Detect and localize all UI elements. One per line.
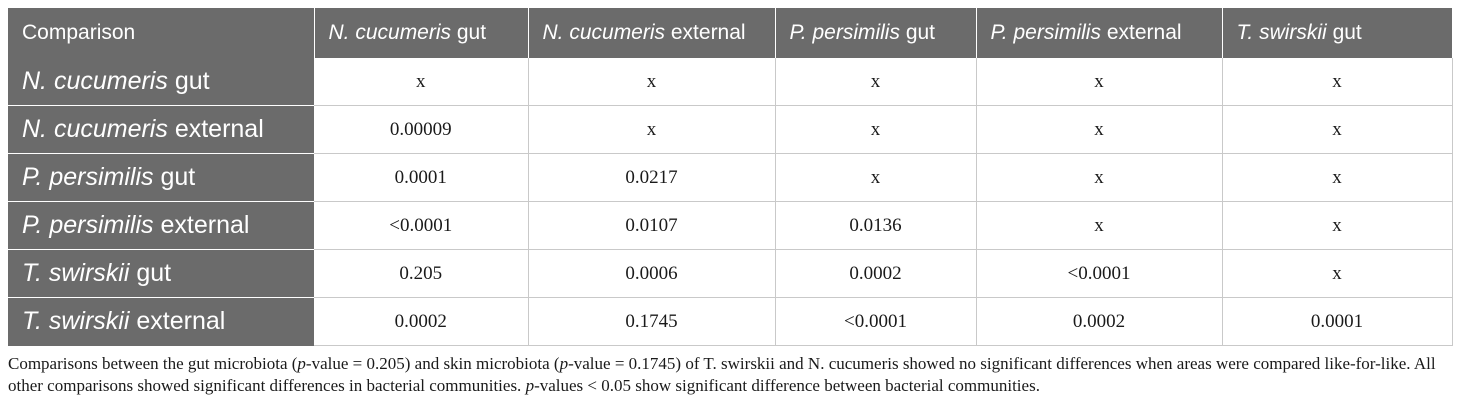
- table-cell: 0.0002: [976, 297, 1223, 346]
- column-area: gut: [905, 21, 936, 44]
- caption-p-symbol: p: [525, 376, 535, 395]
- table-cell: x: [1222, 201, 1453, 250]
- column-area: gut: [1332, 21, 1362, 44]
- column-header: P. persimilis external: [976, 8, 1223, 58]
- column-header: P. persimilis gut: [775, 8, 977, 58]
- table-cell: x: [1222, 58, 1453, 106]
- table-cell: 0.0002: [314, 297, 529, 346]
- row-header: P. persimilis gut: [8, 153, 314, 202]
- table-cell: <0.0001: [976, 249, 1223, 298]
- column-header: T. swirskii gut: [1222, 8, 1452, 58]
- table-row: P. persimilis external <0.0001 0.0107 0.…: [8, 201, 1453, 250]
- table-cell: 0.0002: [775, 249, 977, 298]
- column-species: N. cucumeris: [542, 21, 666, 44]
- table-cell: 0.00009: [314, 105, 529, 154]
- caption-text: Comparisons between the gut microbiota (: [8, 354, 298, 373]
- table-cell: 0.1745: [528, 297, 776, 346]
- table-cell: x: [976, 153, 1223, 202]
- table-cell: x: [1222, 105, 1453, 154]
- column-species: P. persimilis: [789, 21, 900, 44]
- caption-text: -value = 0.205) and skin microbiota (: [305, 354, 560, 373]
- table-row: N. cucumeris gut x x x x x: [8, 58, 1453, 106]
- column-header: N. cucumeris external: [528, 8, 776, 58]
- row-area: external: [160, 211, 250, 239]
- row-header: P. persimilis external: [8, 201, 314, 250]
- row-header: N. cucumeris gut: [8, 58, 314, 106]
- row-area: external: [174, 115, 264, 143]
- table-cell: x: [528, 105, 776, 154]
- column-species: N. cucumeris: [328, 21, 452, 44]
- corner-header: Comparison: [8, 8, 315, 58]
- table-cell: 0.0001: [1222, 297, 1453, 346]
- row-species: P. persimilis: [22, 163, 154, 191]
- table-row: P. persimilis gut 0.0001 0.0217 x x x: [8, 153, 1453, 202]
- row-area: gut: [160, 163, 196, 191]
- table-cell: x: [1222, 153, 1453, 202]
- table-cell: 0.0001: [314, 153, 529, 202]
- table-cell: x: [1222, 249, 1453, 298]
- table-cell: <0.0001: [314, 201, 529, 250]
- table-caption: Comparisons between the gut microbiota (…: [8, 353, 1452, 397]
- row-species: T. swirskii: [22, 307, 130, 336]
- table-cell: x: [976, 105, 1223, 154]
- row-species: N. cucumeris: [22, 115, 168, 143]
- column-area: gut: [456, 21, 487, 44]
- table-cell: x: [976, 201, 1223, 250]
- table-cell: 0.0136: [775, 201, 977, 250]
- table-cell: x: [775, 153, 977, 202]
- column-area: external: [670, 21, 746, 44]
- table-cell: 0.0107: [528, 201, 776, 250]
- column-species: P. persimilis: [990, 21, 1101, 44]
- row-area: gut: [136, 259, 172, 287]
- row-header: T. swirskii external: [8, 297, 314, 346]
- table-cell: x: [775, 105, 977, 154]
- table-row: N. cucumeris external 0.00009 x x x x: [8, 105, 1453, 154]
- row-area: external: [136, 307, 226, 336]
- caption-text: -value = 0.1745) of T. swirskii and N. c…: [8, 354, 1436, 395]
- column-species: T. swirskii: [1236, 21, 1327, 44]
- table-cell: x: [528, 58, 776, 106]
- column-header: N. cucumeris gut: [314, 8, 529, 58]
- row-header: N. cucumeris external: [8, 105, 314, 154]
- caption-p-symbol: p: [559, 354, 569, 373]
- caption-p-symbol: p: [297, 354, 306, 373]
- table-cell: x: [976, 58, 1223, 106]
- table-cell: x: [314, 58, 529, 106]
- row-species: T. swirskii: [22, 259, 130, 287]
- row-area: gut: [174, 67, 210, 95]
- comparison-table: Comparison N. cucumeris gut N. cucumeris…: [8, 8, 1453, 346]
- row-header: T. swirskii gut: [8, 249, 314, 298]
- row-species: N. cucumeris: [22, 67, 168, 95]
- header-row: Comparison N. cucumeris gut N. cucumeris…: [8, 8, 1452, 58]
- column-area: external: [1106, 21, 1182, 44]
- table-cell: <0.0001: [775, 297, 977, 346]
- table-cell: 0.0217: [528, 153, 776, 202]
- table-row: T. swirskii external 0.0002 0.1745 <0.00…: [8, 297, 1453, 346]
- table-row: T. swirskii gut 0.205 0.0006 0.0002 <0.0…: [8, 249, 1453, 298]
- row-species: P. persimilis: [22, 211, 154, 239]
- table-cell: x: [775, 58, 977, 106]
- table-cell: 0.0006: [528, 249, 776, 298]
- caption-text: -values < 0.05 show significant differen…: [534, 376, 1040, 395]
- table-cell: 0.205: [314, 249, 529, 298]
